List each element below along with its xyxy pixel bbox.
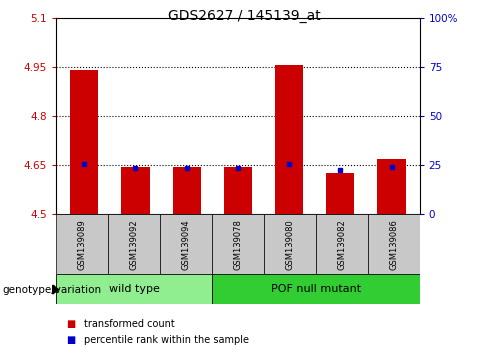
Text: ■: ■ xyxy=(66,335,75,345)
Bar xyxy=(377,159,406,214)
Bar xyxy=(275,65,303,214)
Bar xyxy=(224,167,252,214)
Bar xyxy=(212,214,264,274)
Text: GSM139080: GSM139080 xyxy=(285,219,294,270)
Bar xyxy=(160,214,212,274)
Text: GSM139086: GSM139086 xyxy=(389,219,398,270)
Bar xyxy=(122,167,149,214)
Bar xyxy=(368,214,420,274)
Text: percentile rank within the sample: percentile rank within the sample xyxy=(84,335,249,345)
Text: GDS2627 / 145139_at: GDS2627 / 145139_at xyxy=(167,9,321,23)
Text: GSM139082: GSM139082 xyxy=(337,219,346,270)
Text: POF null mutant: POF null mutant xyxy=(271,284,361,295)
Bar xyxy=(264,214,316,274)
Bar xyxy=(70,70,99,214)
FancyArrow shape xyxy=(53,285,59,294)
Bar xyxy=(108,214,160,274)
Bar xyxy=(326,173,354,214)
Text: ■: ■ xyxy=(66,319,75,329)
Text: genotype/variation: genotype/variation xyxy=(2,285,102,295)
Bar xyxy=(56,274,212,304)
Bar xyxy=(316,214,368,274)
Text: transformed count: transformed count xyxy=(84,319,175,329)
Text: GSM139089: GSM139089 xyxy=(78,219,86,270)
Text: GSM139094: GSM139094 xyxy=(182,219,190,270)
Text: GSM139092: GSM139092 xyxy=(129,219,139,270)
Text: GSM139078: GSM139078 xyxy=(233,219,243,270)
Bar xyxy=(173,167,201,214)
Bar xyxy=(56,214,108,274)
Bar xyxy=(212,274,420,304)
Text: wild type: wild type xyxy=(109,284,160,295)
